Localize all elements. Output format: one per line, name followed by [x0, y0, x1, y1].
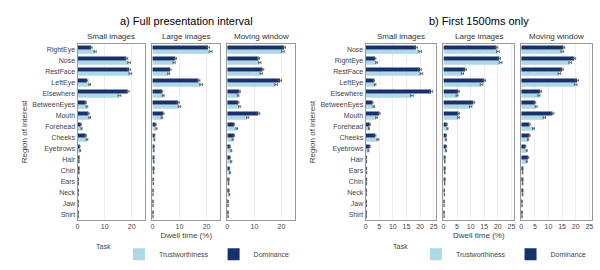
svg-text:Jaw: Jaw [351, 200, 364, 207]
svg-text:20: 20 [572, 223, 580, 230]
svg-text:0: 0 [364, 223, 368, 230]
svg-text:Neck: Neck [59, 189, 75, 196]
svg-text:LeftEye: LeftEye [339, 79, 363, 87]
svg-text:Nose: Nose [59, 57, 75, 64]
svg-text:Forehead: Forehead [333, 123, 363, 130]
svg-text:5: 5 [377, 223, 381, 230]
svg-text:RestFace: RestFace [333, 68, 363, 75]
svg-text:Region of interest: Region of interest [308, 100, 317, 163]
svg-text:Mouth: Mouth [344, 112, 364, 119]
svg-text:25: 25 [508, 223, 516, 230]
svg-text:Forehead: Forehead [45, 123, 75, 130]
svg-text:Dominance: Dominance [551, 251, 587, 258]
svg-text:Trustworthiness: Trustworthiness [159, 251, 209, 258]
svg-text:5: 5 [533, 223, 537, 230]
svg-text:Chin: Chin [349, 178, 364, 185]
svg-text:20: 20 [416, 223, 424, 230]
svg-text:20: 20 [494, 223, 502, 230]
svg-text:RestFace: RestFace [45, 68, 75, 75]
svg-text:10: 10 [389, 223, 397, 230]
svg-text:Ears: Ears [349, 167, 364, 174]
svg-text:0: 0 [150, 223, 154, 230]
svg-text:Dominance: Dominance [254, 251, 290, 258]
svg-text:20: 20 [128, 223, 136, 230]
svg-text:Mouth: Mouth [56, 112, 76, 119]
svg-text:BetweenEyes: BetweenEyes [320, 101, 363, 109]
svg-text:Eyebrows: Eyebrows [332, 145, 363, 153]
svg-text:Shirt: Shirt [61, 211, 75, 218]
svg-text:15: 15 [558, 223, 566, 230]
svg-text:Moving window: Moving window [529, 32, 584, 41]
svg-text:Jaw: Jaw [63, 200, 76, 207]
svg-text:10: 10 [101, 223, 109, 230]
svg-text:BetweenEyes: BetweenEyes [32, 101, 75, 109]
svg-text:25: 25 [585, 223, 593, 230]
svg-text:a) Full presentation interval: a) Full presentation interval [120, 15, 253, 27]
svg-text:Shirt: Shirt [349, 211, 363, 218]
svg-text:RightEye: RightEye [47, 46, 76, 54]
svg-text:b) First 1500ms only: b) First 1500ms only [429, 15, 529, 27]
svg-text:20: 20 [203, 223, 211, 230]
svg-text:0: 0 [76, 223, 80, 230]
svg-text:Trustworthiness: Trustworthiness [456, 251, 506, 258]
svg-text:15: 15 [480, 223, 488, 230]
svg-text:0: 0 [441, 223, 445, 230]
svg-text:10: 10 [467, 223, 475, 230]
svg-text:Elsewhere: Elsewhere [331, 90, 364, 97]
svg-text:Task: Task [96, 243, 111, 250]
svg-text:Nose: Nose [347, 46, 363, 53]
svg-text:15: 15 [403, 223, 411, 230]
svg-text:Large images: Large images [455, 32, 503, 41]
svg-text:Chin: Chin [61, 167, 76, 174]
svg-text:Small images: Small images [87, 32, 135, 41]
svg-text:RightEye: RightEye [335, 57, 364, 65]
svg-text:0: 0 [225, 223, 229, 230]
svg-text:Eyebrows: Eyebrows [44, 145, 75, 153]
svg-text:Hair: Hair [350, 156, 364, 163]
svg-text:Cheeks: Cheeks [339, 134, 363, 141]
svg-text:Cheeks: Cheeks [51, 134, 75, 141]
svg-text:Small images: Small images [377, 32, 425, 41]
svg-text:5: 5 [455, 223, 459, 230]
svg-text:20: 20 [278, 223, 286, 230]
svg-text:Dwell time (%): Dwell time (%) [160, 231, 212, 240]
svg-text:25: 25 [430, 223, 438, 230]
svg-text:Neck: Neck [347, 189, 363, 196]
svg-text:10: 10 [545, 223, 553, 230]
svg-text:10: 10 [176, 223, 184, 230]
svg-text:Dwell time (%): Dwell time (%) [453, 231, 505, 240]
svg-text:Region of interest: Region of interest [20, 100, 29, 163]
svg-text:Moving window: Moving window [234, 32, 289, 41]
svg-text:LeftEye: LeftEye [51, 79, 75, 87]
svg-text:Task: Task [393, 243, 408, 250]
svg-text:Ears: Ears [61, 178, 76, 185]
svg-text:0: 0 [519, 223, 523, 230]
svg-text:Elsewhere: Elsewhere [42, 90, 75, 97]
svg-text:10: 10 [250, 223, 258, 230]
svg-text:Hair: Hair [62, 156, 76, 163]
svg-text:Large images: Large images [162, 32, 210, 41]
